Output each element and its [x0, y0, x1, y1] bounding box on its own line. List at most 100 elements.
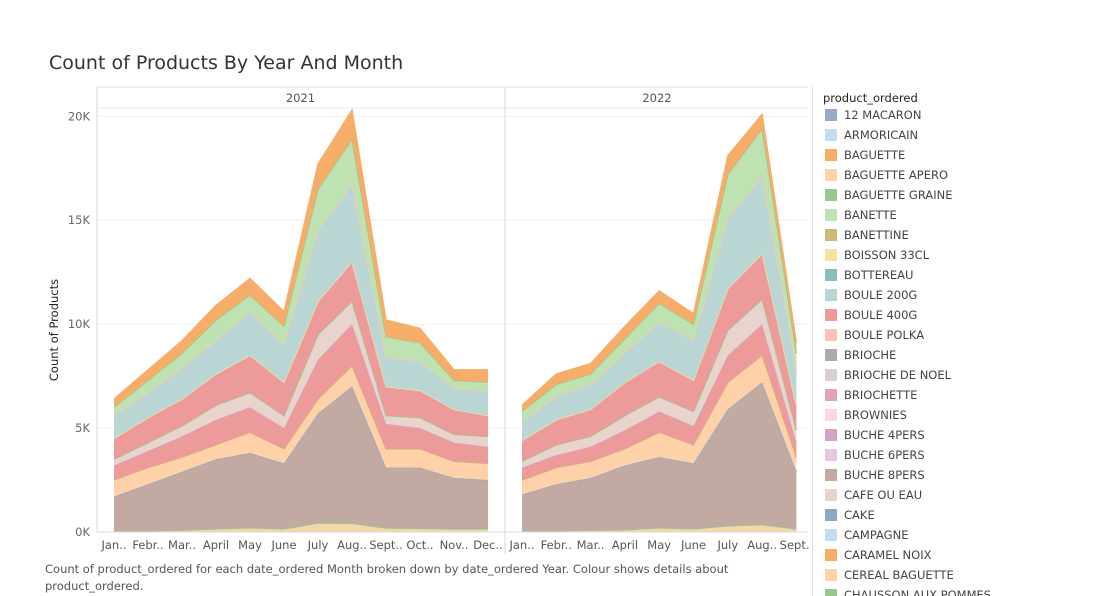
legend-swatch [825, 369, 837, 381]
x-tick-label-2021-1: Febr.. [132, 538, 163, 552]
x-tick-label-2021-6: July [307, 538, 329, 552]
legend-label: BOISSON 33CL [844, 248, 930, 262]
legend-label: BOULE 400G [844, 308, 918, 322]
legend-label: BRIOCHE [844, 348, 897, 362]
x-tick-label-2021-5: June [270, 538, 296, 552]
legend-swatch [825, 169, 837, 181]
legend-label: BANETTINE [844, 228, 909, 242]
x-tick-label-2021-9: Oct.. [406, 538, 433, 552]
area-band-boule-200g-2021 [114, 386, 488, 531]
legend-swatch [825, 189, 837, 201]
series-line-boule-400g-2022 [521, 252, 798, 442]
legend-swatch [825, 489, 837, 501]
legend-label: CEREAL BAGUETTE [844, 568, 954, 582]
legend-swatch [825, 209, 837, 221]
legend-swatch [825, 529, 837, 541]
x-tick-label-2022-7: Aug.. [747, 538, 777, 552]
area-band-boule-400g-2021 [114, 261, 488, 460]
legend-swatch [825, 429, 837, 441]
legend-swatch [825, 389, 837, 401]
legend-label: 12 MACARON [844, 108, 922, 122]
y-tick-label-2: 10K [68, 317, 91, 331]
legend-label: BRIOCHE DE NOEL [844, 368, 952, 382]
series-line-baguette-graine-2021 [113, 108, 488, 400]
legend-label: CAKE [844, 508, 875, 522]
legend-swatch [825, 449, 837, 461]
area-band-baguette-graine-2021 [114, 110, 488, 408]
area-band-cafe-ou-eau-2022 [522, 299, 797, 468]
panel-2021 [113, 108, 489, 532]
x-tick-label-2021-8: Sept.. [369, 538, 403, 552]
legend-label: BOTTEREAU [844, 268, 914, 282]
legend-label: BAGUETTE [844, 148, 906, 162]
area-band-buche-8pers-2022 [522, 324, 797, 481]
legend-label: CAMPAGNE [844, 528, 909, 542]
legend-label: ARMORICAIN [844, 128, 919, 142]
legend-swatch [825, 129, 837, 141]
y-tick-label-1: 5K [75, 421, 90, 435]
chart-caption: Count of product_ordered for each date_o… [45, 562, 729, 593]
legend-label: BOULE POLKA [844, 328, 925, 342]
x-tick-label-2021-11: Dec.. [473, 538, 503, 552]
x-tick-label-2022-1: Febr.. [541, 538, 572, 552]
x-tick-label-2022-4: May [647, 538, 671, 552]
legend-swatch [825, 149, 837, 161]
legend-swatch [825, 409, 837, 421]
axes: 0K 5K 10K 15K 20K Count of Products 2021 Jan.. F… [47, 86, 810, 554]
legend-swatch [825, 269, 837, 281]
area-band-banette-2021 [114, 139, 488, 416]
legend-swatch [825, 469, 837, 481]
legend-swatch [825, 589, 837, 596]
x-tick-label-2021-7: Aug.. [337, 538, 367, 552]
area-band-baguette-apero-2022 [522, 176, 797, 441]
legend-swatch [825, 249, 837, 261]
legend-label: CHAUSSON AUX POMMES [844, 588, 992, 596]
x-tick-label-2021-10: Nov.. [440, 538, 469, 552]
legend-label: BANETTE [844, 208, 897, 222]
legend-label: BROWNIES [844, 408, 907, 422]
area-band-cafe-ou-eau-2021 [114, 301, 488, 466]
series-line-cafe-ou-eau-2022 [521, 297, 798, 462]
legend-swatch [825, 109, 837, 121]
legend-label: BUCHE 8PERS [844, 468, 925, 482]
panel-header-2022: 2022 [642, 91, 671, 105]
x-tick-label-2021-0: Jan.. [100, 538, 126, 552]
legend-label: BUCHE 6PERS [844, 448, 925, 462]
area-band-baguette-apero-2021 [114, 184, 488, 439]
legend-swatch [825, 549, 837, 561]
x-tick-label-2021-3: April [203, 538, 229, 552]
x-tick-label-2022-3: April [612, 538, 638, 552]
legend-label: BRIOCHETTE [844, 388, 918, 402]
legend-label: BAGUETTE GRAINE [844, 188, 953, 202]
x-tick-label-2022-8: Sept.. [780, 538, 810, 552]
legend-title: product_ordered [823, 91, 918, 105]
area-band-boule-200g-2022 [522, 382, 797, 531]
legend-label: BUCHE 4PERS [844, 428, 925, 442]
x-tick-label-2021-2: Mar.. [168, 538, 196, 552]
area-band-baguette-graine-2022 [522, 114, 797, 412]
legend-swatch [825, 309, 837, 321]
x-tick-label-2021-4: May [238, 538, 262, 552]
legend-swatch [825, 509, 837, 521]
y-tick-label-4: 20K [68, 109, 91, 123]
y-tick-label-0: 0K [75, 525, 90, 539]
legend-swatch [825, 569, 837, 581]
legend-swatch [825, 349, 837, 361]
chart-title: Count of Products By Year And Month [49, 52, 404, 74]
x-tick-label-2022-2: Mar.. [577, 538, 605, 552]
area-band-lower-mix-2022 [522, 355, 797, 495]
y-axis-label: Count of Products [47, 279, 61, 381]
x-tick-label-2022-5: June [680, 538, 706, 552]
area-chart: 0K 5K 10K 15K 20K Count of Products 2021 Jan.. F… [47, 86, 810, 554]
x-tick-label-2022-0: Jan.. [508, 538, 534, 552]
legend-swatch [825, 229, 837, 241]
legend-label: BAGUETTE APERO [844, 168, 949, 182]
chart-panels [113, 108, 798, 532]
x-tick-label-2022-6: July [716, 538, 738, 552]
legend-label: CAFE OU EAU [844, 488, 923, 502]
area-band-banette-2022 [522, 128, 797, 422]
panel-header-2021: 2021 [286, 91, 315, 105]
series-line-baguette-graine-2022 [521, 112, 798, 406]
legend-swatch [825, 289, 837, 301]
legend: product_ordered 12 MACARON ARMORICAIN BAGU… [812, 86, 1112, 596]
